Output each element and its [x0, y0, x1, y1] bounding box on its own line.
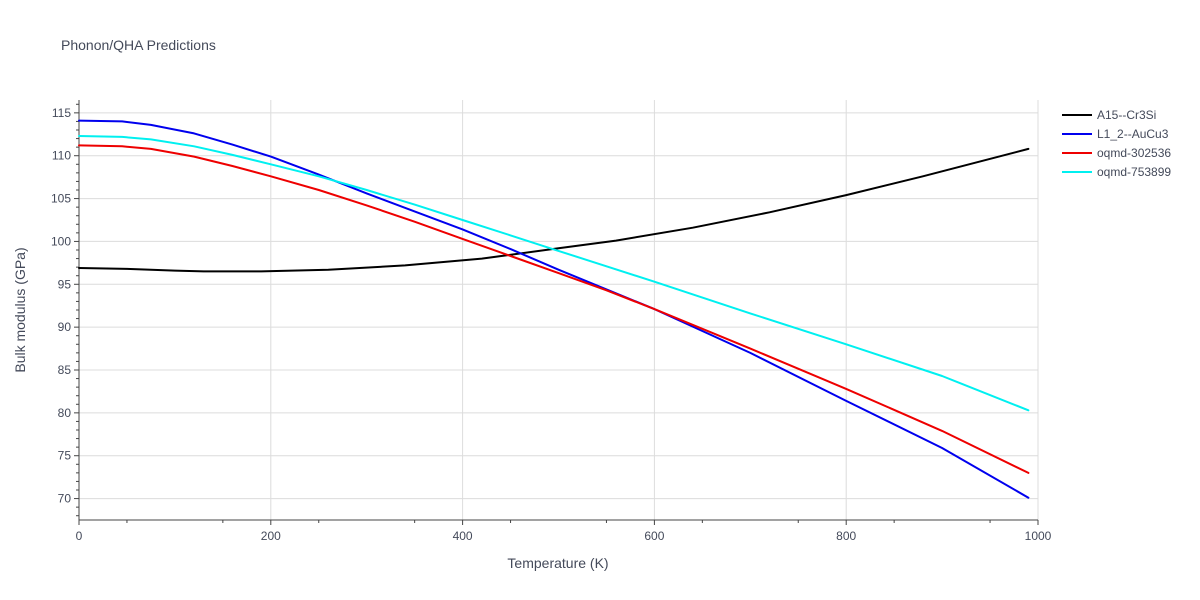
- y-tick-label: 70: [58, 492, 72, 506]
- legend-label: A15--Cr3Si: [1097, 108, 1156, 122]
- grid: [79, 100, 1039, 520]
- chart-title: Phonon/QHA Predictions: [61, 37, 216, 53]
- x-axis-label: Temperature (K): [507, 555, 608, 571]
- x-tick-label: 200: [261, 529, 281, 543]
- y-tick-label: 75: [58, 449, 72, 463]
- legend-item[interactable]: oqmd-753899: [1062, 165, 1171, 179]
- series-line-oqmd-302536: [78, 144, 1030, 474]
- y-tick-label: 95: [58, 277, 72, 291]
- legend[interactable]: A15--Cr3Si L1_2--AuCu3 oqmd-302536 oqmd-753…: [1062, 108, 1171, 179]
- series-lines: [78, 119, 1030, 499]
- x-tick-label: 0: [76, 529, 83, 543]
- legend-label: oqmd-302536: [1097, 146, 1171, 160]
- y-tick-label: 80: [58, 406, 72, 420]
- y-axis-label: Bulk modulus (GPa): [12, 247, 28, 372]
- y-tick-label: 100: [51, 234, 71, 248]
- y-tick-label: 90: [58, 320, 72, 334]
- ticks: 0 200 400 600 800 1000 70 75 80 85 90 95 100 105 110 11…: [51, 103, 1052, 543]
- legend-item[interactable]: A15--Cr3Si: [1062, 108, 1156, 122]
- series-line-oqmd-753899: [78, 135, 1030, 412]
- legend-item[interactable]: oqmd-302536: [1062, 146, 1171, 160]
- y-tick-label: 110: [52, 149, 71, 163]
- series-line-L1_2--AuCu3: [78, 119, 1030, 499]
- series-line-A15--Cr3Si: [78, 147, 1030, 273]
- x-tick-label: 800: [836, 529, 856, 543]
- y-tick-label: 105: [51, 192, 71, 206]
- legend-item[interactable]: L1_2--AuCu3: [1062, 127, 1169, 141]
- x-tick-label: 600: [644, 529, 664, 543]
- legend-label: oqmd-753899: [1097, 165, 1171, 179]
- x-tick-label: 1000: [1025, 529, 1052, 543]
- legend-label: L1_2--AuCu3: [1097, 127, 1169, 141]
- y-tick-label: 85: [58, 363, 72, 377]
- y-tick-label: 115: [52, 106, 71, 120]
- x-tick-label: 400: [453, 529, 473, 543]
